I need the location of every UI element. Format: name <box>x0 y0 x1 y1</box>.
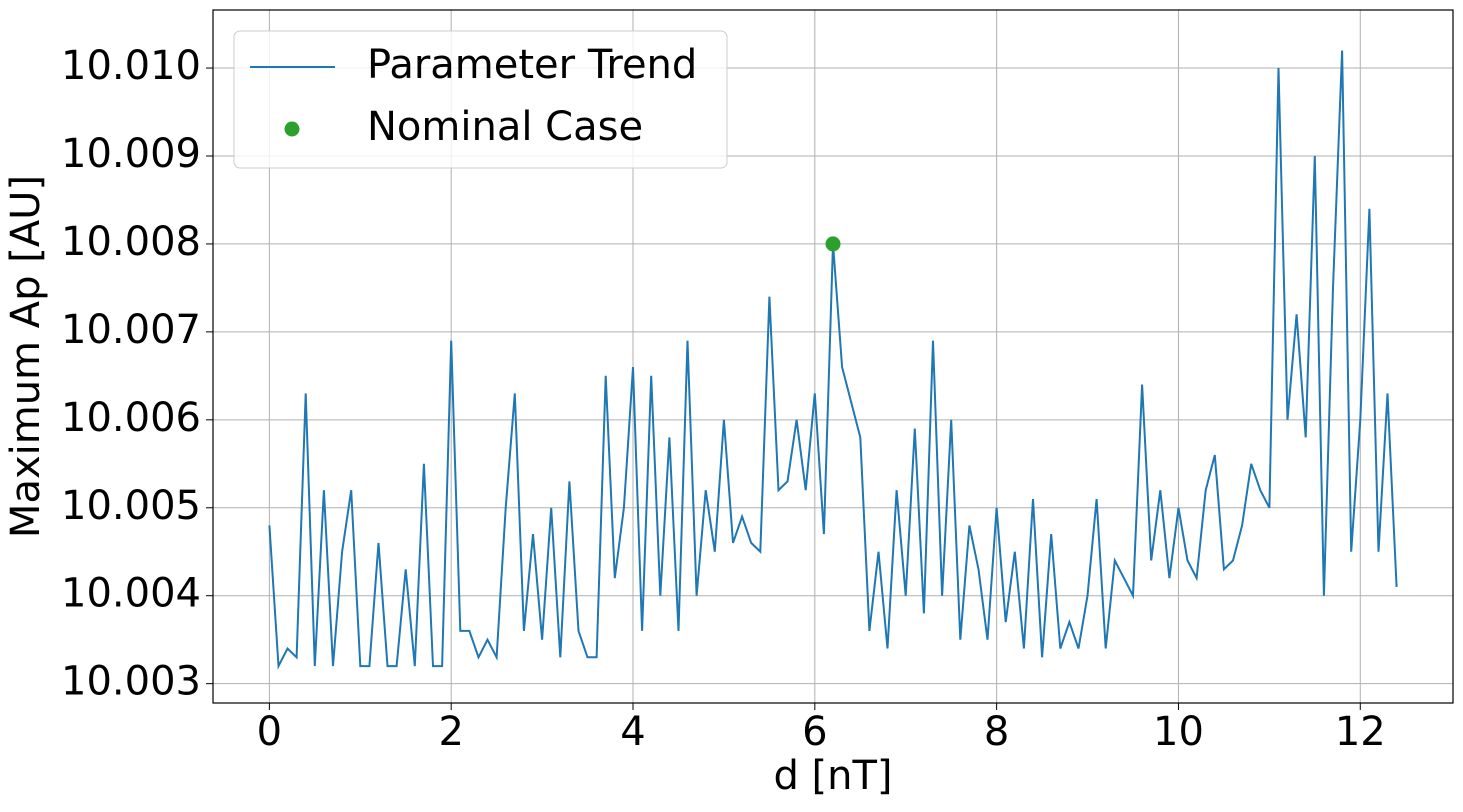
plot-frame <box>212 9 1454 704</box>
x-tick-label: 4 <box>620 709 645 755</box>
y-tick-label: 10.009 <box>61 131 201 177</box>
y-tick-label: 10.005 <box>61 483 201 529</box>
x-tick-label: 12 <box>1335 709 1386 755</box>
y-tick-label: 10.008 <box>61 219 201 265</box>
x-tick-label: 10 <box>1153 709 1204 755</box>
legend-label: Nominal Case <box>367 104 643 150</box>
nominal-point <box>825 236 841 252</box>
x-tick-label: 2 <box>438 709 463 755</box>
y-tick-label: 10.007 <box>61 307 201 353</box>
y-tick-label: 10.003 <box>61 659 201 705</box>
x-tick-label: 8 <box>984 709 1009 755</box>
legend-swatch <box>284 121 300 137</box>
legend-box <box>233 30 728 169</box>
y-axis-label: Maximum Ap [AU] <box>3 175 49 538</box>
x-tick-label: 0 <box>257 709 282 755</box>
y-tick-label: 10.006 <box>61 395 201 441</box>
legend-label: Parameter Trend <box>367 42 697 88</box>
x-axis-label: d [nT] <box>773 753 892 799</box>
y-tick-label: 10.010 <box>61 43 201 89</box>
y-tick-label: 10.004 <box>61 571 201 617</box>
x-tick-label: 6 <box>802 709 827 755</box>
